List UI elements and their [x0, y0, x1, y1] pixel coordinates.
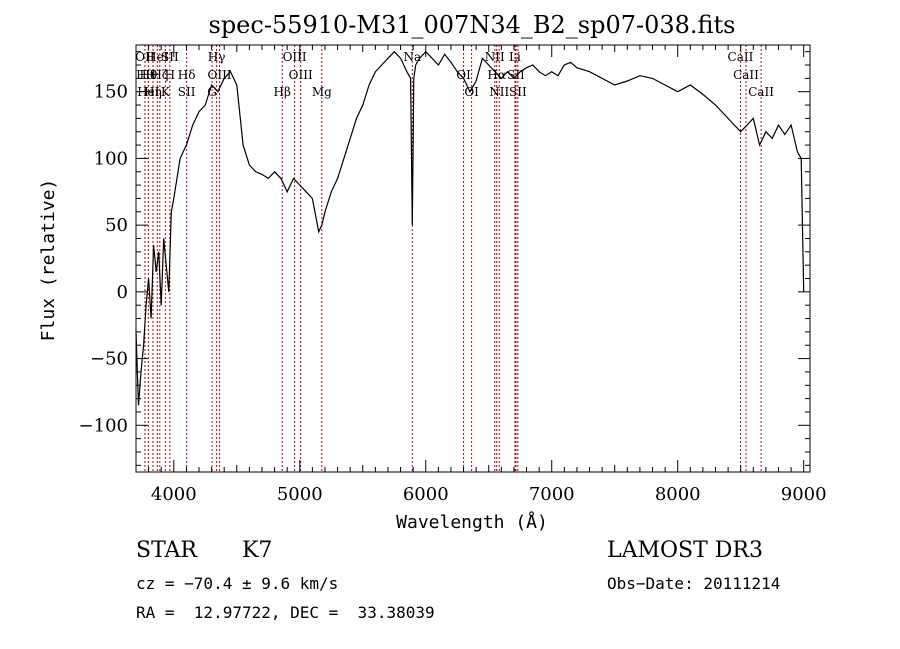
- x-axis-label: Wavelength (Å): [396, 511, 548, 533]
- spectral-line-label: Hγ: [208, 50, 226, 64]
- spectral-line-label: NII: [485, 50, 505, 64]
- spectral-line-label: Hδ: [178, 68, 196, 82]
- spectral-line-label: HeI: [137, 85, 160, 99]
- x-tick-label: 7000: [529, 484, 575, 505]
- y-axis: −100 −50 0 50 100 150: [79, 51, 810, 466]
- spectral-line-label: K: [161, 85, 171, 99]
- y-tick-label: 150: [94, 82, 128, 103]
- x-tick-label: 6000: [403, 484, 449, 505]
- object-class: STAR: [136, 538, 197, 563]
- spectral-line-label: OIII: [207, 68, 231, 82]
- x-axis: 4000 5000 6000 7000 8000 9000: [135, 45, 827, 505]
- y-tick-label: −100: [79, 415, 128, 436]
- x-tick-label: 4000: [151, 484, 197, 505]
- spectral-line-label: Mg: [312, 85, 332, 99]
- spectral-line-label: SII: [178, 85, 196, 99]
- observation-date: Obs−Date: 20111214: [607, 574, 781, 593]
- x-tick-label: 8000: [655, 484, 701, 505]
- spectral-line-label: Li: [509, 50, 521, 64]
- y-tick-label: −50: [90, 349, 128, 370]
- spectrum-chart: spec-55910-M31_007N34_B2_sp07-038.fits O…: [38, 11, 827, 533]
- spectral-line-label: H: [165, 68, 175, 82]
- spectral-line-label: Hβ: [274, 85, 291, 99]
- spectral-line-label: SII: [509, 85, 527, 99]
- spectral-line-label: CaII: [728, 50, 754, 64]
- spectral-line-label: G: [207, 85, 217, 99]
- chart-title: spec-55910-M31_007N34_B2_sp07-038.fits: [209, 11, 736, 39]
- spectral-line-label: Hη: [144, 85, 162, 99]
- spectral-line-label: CaII: [733, 68, 759, 82]
- survey-name: LAMOST DR3: [607, 538, 763, 563]
- spectral-line-label: OII: [135, 50, 155, 64]
- spectral-line-label: CaII: [748, 85, 774, 99]
- spectral-line-label: HeI: [146, 50, 169, 64]
- y-axis-label: Flux (relative): [38, 179, 59, 342]
- spectral-line-label: Na: [403, 50, 421, 64]
- spectral-line-label: OIII: [289, 68, 313, 82]
- object-subclass: K7: [242, 538, 273, 563]
- spectral-line-label: OI: [456, 68, 471, 82]
- spectrum-line: [135, 50, 805, 406]
- y-tick-label: 0: [117, 282, 128, 303]
- spectral-line-label: OIII: [283, 50, 307, 64]
- x-tick-label: 5000: [277, 484, 323, 505]
- spectral-line-label: Hα: [487, 68, 506, 82]
- spectral-line-label: Hθ: [139, 68, 157, 82]
- y-tick-label: 50: [105, 215, 128, 236]
- spectral-line-label: NII: [489, 85, 509, 99]
- redshift-cz: cz = −70.4 ± 9.6 km/s: [136, 574, 339, 593]
- y-tick-label: 100: [94, 148, 128, 169]
- spectral-line-label: Hζ: [151, 68, 168, 82]
- coordinates: RA = 12.97722, DEC = 33.38039: [136, 603, 435, 622]
- spectral-line-label: SII: [161, 50, 179, 64]
- plot-frame: [135, 44, 811, 473]
- spectral-line-label: OI: [464, 85, 479, 99]
- x-tick-label: 9000: [781, 484, 827, 505]
- spectral-line-markers: [144, 45, 762, 472]
